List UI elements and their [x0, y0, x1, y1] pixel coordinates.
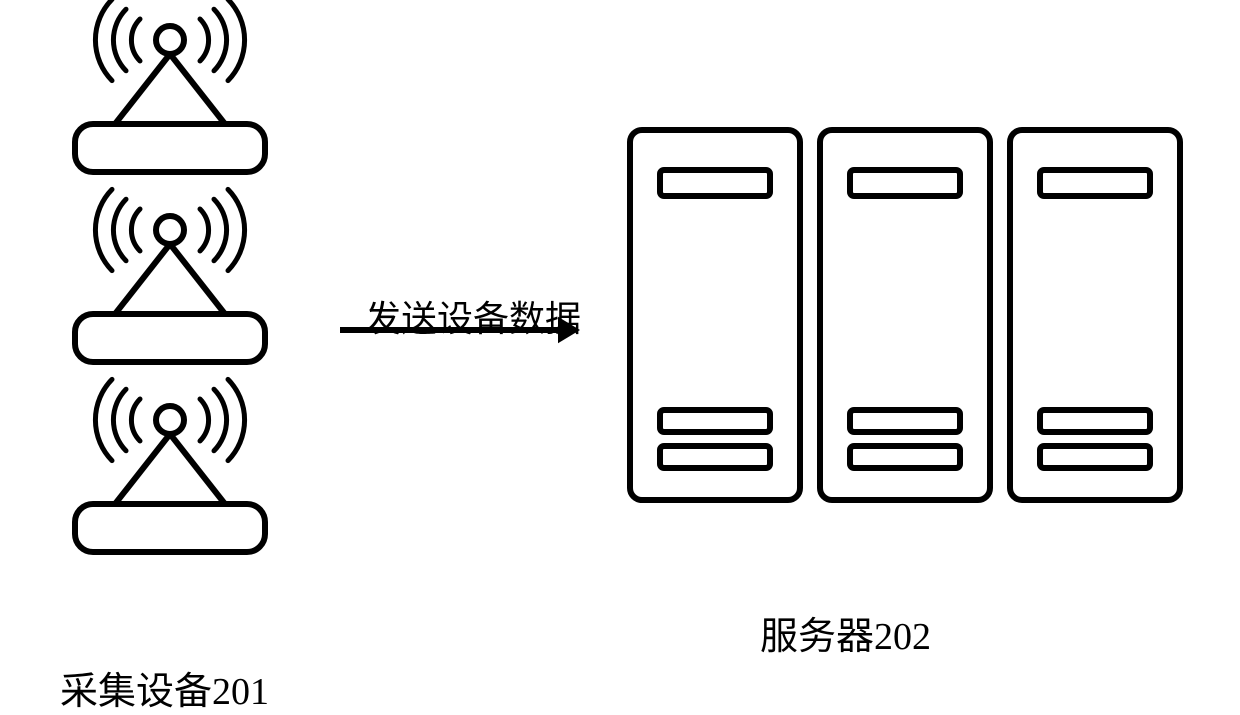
radio-wave-right-icon	[214, 389, 227, 451]
server-slot-icon	[660, 170, 770, 196]
radio-wave-right-icon	[214, 199, 227, 261]
server-slot-icon	[850, 410, 960, 432]
radio-wave-right-icon	[200, 19, 209, 61]
server-slot-icon	[1040, 446, 1150, 468]
antenna-circle-icon	[156, 216, 184, 244]
radio-wave-left-icon	[113, 9, 126, 71]
antenna-circle-icon	[156, 26, 184, 54]
diagram-canvas	[0, 0, 1240, 698]
server-slot-icon	[850, 446, 960, 468]
server-slot-icon	[1040, 410, 1150, 432]
server-slot-icon	[1040, 170, 1150, 196]
server-slot-icon	[850, 170, 960, 196]
antenna-circle-icon	[156, 406, 184, 434]
server-rack	[820, 130, 990, 500]
server-slot-icon	[660, 446, 770, 468]
radio-wave-right-icon	[228, 189, 245, 270]
collector-base-icon	[75, 124, 265, 172]
collector-base-icon	[75, 504, 265, 552]
radio-wave-left-icon	[113, 199, 126, 261]
collectors-label: 采集设备201	[60, 660, 269, 715]
radio-wave-left-icon	[95, 379, 112, 460]
collector-device	[75, 379, 265, 552]
server-rack	[630, 130, 800, 500]
collector-base-icon	[75, 314, 265, 362]
radio-wave-left-icon	[95, 0, 112, 81]
radio-wave-right-icon	[214, 9, 227, 71]
radio-wave-right-icon	[200, 399, 209, 441]
radio-wave-left-icon	[131, 399, 140, 441]
radio-wave-left-icon	[113, 389, 126, 451]
server-slot-icon	[660, 410, 770, 432]
radio-wave-left-icon	[131, 209, 140, 251]
servers-label: 服务器202	[760, 605, 931, 660]
radio-wave-left-icon	[131, 19, 140, 61]
radio-wave-right-icon	[228, 379, 245, 460]
collector-device	[75, 0, 265, 172]
radio-wave-right-icon	[200, 209, 209, 251]
arrow-label: 发送设备数据	[365, 290, 581, 342]
radio-wave-right-icon	[228, 0, 245, 81]
radio-wave-left-icon	[95, 189, 112, 270]
server-rack	[1010, 130, 1180, 500]
collector-device	[75, 189, 265, 362]
